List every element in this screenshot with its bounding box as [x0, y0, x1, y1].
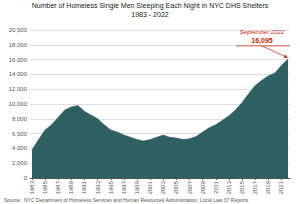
svg-text:2,000: 2,000: [12, 160, 28, 166]
svg-text:16,000: 16,000: [9, 57, 28, 63]
svg-text:2005: 2005: [173, 180, 179, 194]
svg-text:2009: 2009: [200, 180, 206, 194]
svg-text:September 2022: September 2022: [240, 29, 285, 35]
svg-text:2003: 2003: [160, 180, 166, 194]
svg-text:16,095: 16,095: [251, 37, 273, 45]
svg-text:4,000: 4,000: [12, 145, 28, 151]
svg-text:1983: 1983: [29, 180, 35, 194]
svg-text:1985: 1985: [42, 180, 48, 194]
svg-text:6,000: 6,000: [12, 131, 28, 137]
svg-text:1995: 1995: [108, 180, 114, 194]
svg-text:14,000: 14,000: [9, 71, 28, 77]
svg-text:1991: 1991: [81, 180, 87, 194]
svg-text:2019: 2019: [265, 180, 271, 194]
svg-text:8,000: 8,000: [12, 116, 28, 122]
svg-text:1989: 1989: [68, 180, 74, 194]
svg-text:1987: 1987: [55, 180, 61, 194]
svg-text:2007: 2007: [187, 180, 193, 194]
svg-text:2013: 2013: [226, 180, 232, 194]
svg-text:12,000: 12,000: [9, 86, 28, 92]
svg-text:Number of Homeless Single Men: Number of Homeless Single Men Sleeping E…: [32, 2, 269, 10]
svg-text:Source: NYC Department of Hom: Source: NYC Department of Homeless Servi…: [4, 197, 249, 203]
svg-text:1993: 1993: [95, 180, 101, 194]
svg-text:1997: 1997: [121, 180, 127, 194]
svg-text:20,000: 20,000: [9, 27, 28, 33]
svg-text:10,000: 10,000: [9, 101, 28, 107]
svg-text:18,000: 18,000: [9, 42, 28, 48]
svg-text:0: 0: [24, 175, 28, 181]
svg-text:1983 - 2022: 1983 - 2022: [131, 11, 168, 18]
svg-text:2015: 2015: [239, 180, 245, 194]
svg-text:2017: 2017: [252, 180, 258, 194]
svg-text:1999: 1999: [134, 180, 140, 194]
svg-text:2021: 2021: [278, 180, 284, 194]
svg-text:2001: 2001: [147, 180, 153, 194]
svg-text:2011: 2011: [213, 180, 219, 194]
